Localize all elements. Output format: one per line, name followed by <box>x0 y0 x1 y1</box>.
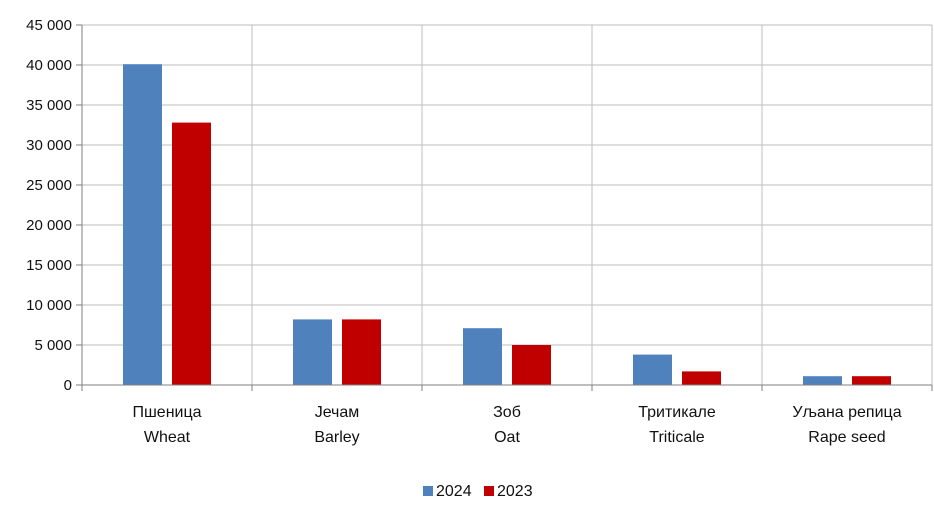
gridlines <box>82 24 933 385</box>
legend-swatch-2024 <box>423 486 433 496</box>
bar-2024-0 <box>123 64 162 385</box>
bars <box>123 64 891 385</box>
bar-2024-3 <box>633 354 672 385</box>
y-tick-label: 25 000 <box>26 177 72 194</box>
bar-2023-1 <box>342 319 381 385</box>
y-axis-ticks: 0 5 000 10 000 15 000 20 000 25 000 30 000 35 0… <box>26 17 72 394</box>
bar-2024-2 <box>463 328 502 385</box>
bar-2024-1 <box>293 319 332 385</box>
x-category-label-en: Triticale <box>649 429 705 446</box>
x-category-label: Тритикале <box>638 404 716 421</box>
y-tick-label: 40 000 <box>26 57 72 74</box>
x-category-label-en: Oat <box>494 429 520 446</box>
x-category-label-en: Barley <box>314 429 359 446</box>
x-category-label-en: Wheat <box>144 429 191 446</box>
bar-2023-3 <box>682 371 721 385</box>
x-axis-labels: Пшеница Wheat Јечам Barley Зоб Oat Тритикале Tr… <box>132 404 901 446</box>
y-tick-label: 5 000 <box>34 337 72 354</box>
y-tick-label: 45 000 <box>26 17 72 34</box>
x-category-label: Пшеница <box>132 404 201 421</box>
bar-2023-2 <box>512 345 551 385</box>
legend-swatch-2023 <box>484 486 494 496</box>
y-tick-label: 20 000 <box>26 217 72 234</box>
x-category-label: Уљана репица <box>792 404 901 421</box>
bar-2024-4 <box>803 376 842 385</box>
x-category-label: Јечам <box>315 404 360 421</box>
x-category-label: Зоб <box>493 404 521 421</box>
bar-2023-0 <box>172 122 211 385</box>
y-tick-label: 15 000 <box>26 257 72 274</box>
bar-2023-4 <box>852 376 891 385</box>
y-tick-label: 10 000 <box>26 297 72 314</box>
y-tick-label: 30 000 <box>26 137 72 154</box>
legend-label-2023: 2023 <box>497 483 533 500</box>
y-tick-label: 0 <box>64 377 72 394</box>
legend: 2024 2023 <box>423 483 533 500</box>
x-category-label-en: Rape seed <box>808 429 885 446</box>
y-tick-label: 35 000 <box>26 97 72 114</box>
axes <box>76 24 933 391</box>
legend-label-2024: 2024 <box>436 483 472 500</box>
